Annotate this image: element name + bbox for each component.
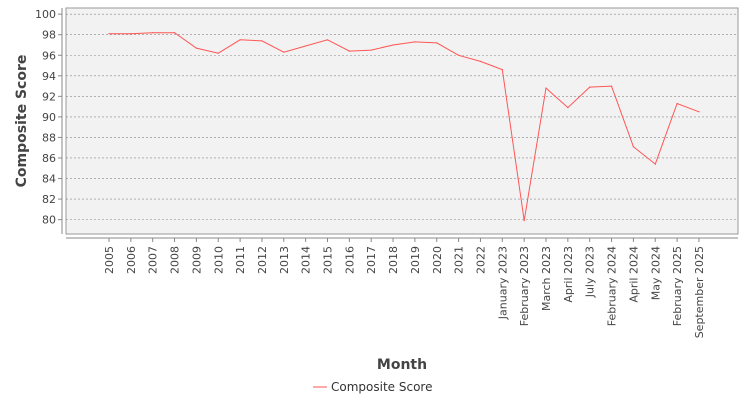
data-point	[458, 54, 460, 56]
series-line	[109, 32, 700, 221]
x-tick-labels: 2005 2006 2007 2008 2009 2010 2011 2012 2013 2014…	[103, 238, 706, 338]
x-tick-label: 2022	[474, 246, 487, 274]
data-point	[326, 39, 329, 41]
data-point	[698, 111, 700, 113]
data-point	[130, 33, 132, 35]
x-tick-label: 2012	[256, 246, 269, 274]
y-tick-label: 100	[35, 8, 56, 21]
data-point	[610, 85, 613, 87]
y-tick-label: 92	[42, 90, 56, 103]
x-tick-label: March 2023	[540, 246, 553, 311]
data-point	[239, 39, 241, 41]
legend-label: Composite Score	[331, 380, 432, 394]
data-point	[261, 40, 263, 42]
x-tick-label: 2007	[147, 246, 160, 274]
data-point	[545, 87, 547, 89]
x-tick-label: April 2024	[627, 246, 640, 303]
y-tick-labels: 80 82 84 86 88 90 92 94 96 98 100	[35, 8, 62, 227]
data-point	[654, 163, 656, 165]
data-point	[479, 60, 482, 63]
x-tick-label: 2009	[190, 246, 203, 274]
data-point	[523, 220, 525, 222]
data-point	[195, 47, 197, 49]
x-tick-label: 2014	[300, 246, 313, 274]
x-tick-label: February 2023	[518, 246, 531, 326]
data-point	[436, 42, 438, 44]
y-tick-label: 98	[42, 29, 56, 42]
data-point	[632, 146, 635, 148]
data-point	[348, 50, 350, 52]
y-axis-title: Composite Score	[14, 55, 30, 188]
data-point	[392, 44, 394, 46]
x-tick-label: 2018	[387, 246, 400, 274]
x-tick-label: 2013	[278, 246, 291, 274]
data-point	[152, 32, 154, 34]
data-point	[501, 69, 503, 71]
data-point	[589, 86, 591, 88]
data-point	[370, 49, 372, 51]
x-tick-label: 2010	[212, 246, 225, 274]
y-tick-label: 90	[42, 111, 56, 124]
data-point	[173, 32, 176, 34]
y-tick-label: 80	[42, 214, 56, 227]
x-tick-label: April 2023	[562, 246, 575, 303]
y-tick-label: 96	[42, 49, 56, 62]
data-point	[283, 51, 285, 53]
x-tick-label: February 2025	[671, 246, 684, 326]
plot-area-background	[65, 7, 739, 235]
x-tick-label: January 2023	[496, 246, 509, 320]
data-point	[305, 45, 307, 47]
x-tick-label: 2016	[343, 246, 356, 274]
data-point	[217, 52, 219, 54]
data-point	[676, 102, 678, 105]
x-tick-label: 2015	[322, 246, 335, 274]
x-tick-label: 2011	[234, 246, 247, 274]
y-tick-label: 88	[42, 131, 56, 144]
x-tick-label: 2006	[125, 246, 138, 274]
data-point	[567, 107, 569, 109]
legend: Composite Score	[313, 380, 432, 394]
x-tick-label: 2005	[103, 246, 116, 274]
series-lines	[108, 32, 700, 222]
x-tick-label: 2020	[431, 246, 444, 274]
x-tick-label: 2019	[409, 246, 422, 274]
y-tick-label: 84	[42, 173, 56, 186]
x-tick-label: February 2024	[606, 246, 619, 326]
x-tick-label: July 2023	[584, 246, 597, 298]
x-tick-label: 2017	[365, 246, 378, 274]
y-tick-label: 82	[42, 193, 56, 206]
x-axis-title: Month	[377, 357, 427, 373]
x-tick-label: 2008	[169, 246, 182, 274]
y-tick-label: 86	[42, 152, 56, 165]
x-tick-label: May 2024	[649, 246, 662, 300]
x-tick-label: 2021	[453, 246, 466, 274]
x-tick-label: September 2025	[693, 246, 706, 338]
data-point	[414, 41, 416, 43]
data-point	[108, 33, 110, 35]
y-tick-label: 94	[42, 70, 56, 83]
